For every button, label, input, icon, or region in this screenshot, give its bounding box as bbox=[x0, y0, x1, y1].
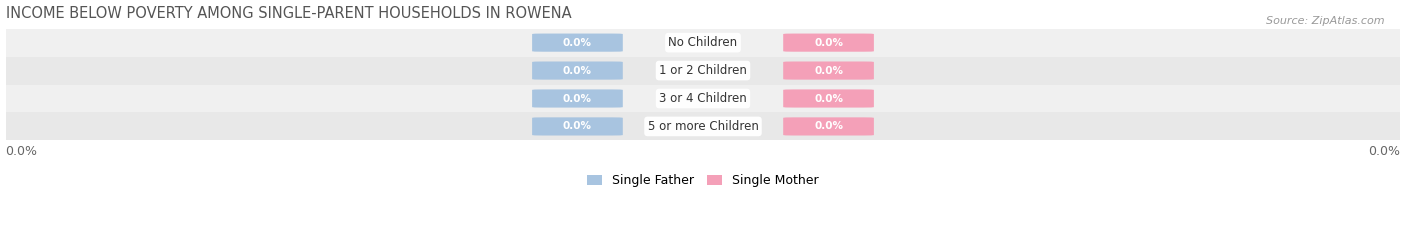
FancyBboxPatch shape bbox=[531, 62, 623, 80]
Text: 0.0%: 0.0% bbox=[814, 121, 844, 131]
Text: 3 or 4 Children: 3 or 4 Children bbox=[659, 92, 747, 105]
Text: INCOME BELOW POVERTY AMONG SINGLE-PARENT HOUSEHOLDS IN ROWENA: INCOME BELOW POVERTY AMONG SINGLE-PARENT… bbox=[6, 6, 571, 21]
FancyBboxPatch shape bbox=[531, 89, 623, 108]
Text: No Children: No Children bbox=[668, 36, 738, 49]
FancyBboxPatch shape bbox=[783, 62, 875, 80]
Bar bbox=[6, 29, 1400, 57]
Text: 1 or 2 Children: 1 or 2 Children bbox=[659, 64, 747, 77]
Bar bbox=[6, 57, 1400, 85]
Text: 0.0%: 0.0% bbox=[6, 145, 38, 158]
FancyBboxPatch shape bbox=[531, 117, 623, 136]
Text: 0.0%: 0.0% bbox=[562, 38, 592, 48]
FancyBboxPatch shape bbox=[783, 117, 875, 136]
FancyBboxPatch shape bbox=[783, 89, 875, 108]
Text: 0.0%: 0.0% bbox=[562, 121, 592, 131]
FancyBboxPatch shape bbox=[783, 34, 875, 52]
Text: Source: ZipAtlas.com: Source: ZipAtlas.com bbox=[1267, 16, 1385, 26]
Text: 5 or more Children: 5 or more Children bbox=[648, 120, 758, 133]
Text: 0.0%: 0.0% bbox=[562, 65, 592, 75]
Bar bbox=[6, 113, 1400, 140]
Legend: Single Father, Single Mother: Single Father, Single Mother bbox=[582, 169, 824, 192]
Bar bbox=[6, 85, 1400, 113]
FancyBboxPatch shape bbox=[531, 34, 623, 52]
Text: 0.0%: 0.0% bbox=[1368, 145, 1400, 158]
Text: 0.0%: 0.0% bbox=[814, 93, 844, 103]
Text: 0.0%: 0.0% bbox=[814, 38, 844, 48]
Text: 0.0%: 0.0% bbox=[562, 93, 592, 103]
Text: 0.0%: 0.0% bbox=[814, 65, 844, 75]
